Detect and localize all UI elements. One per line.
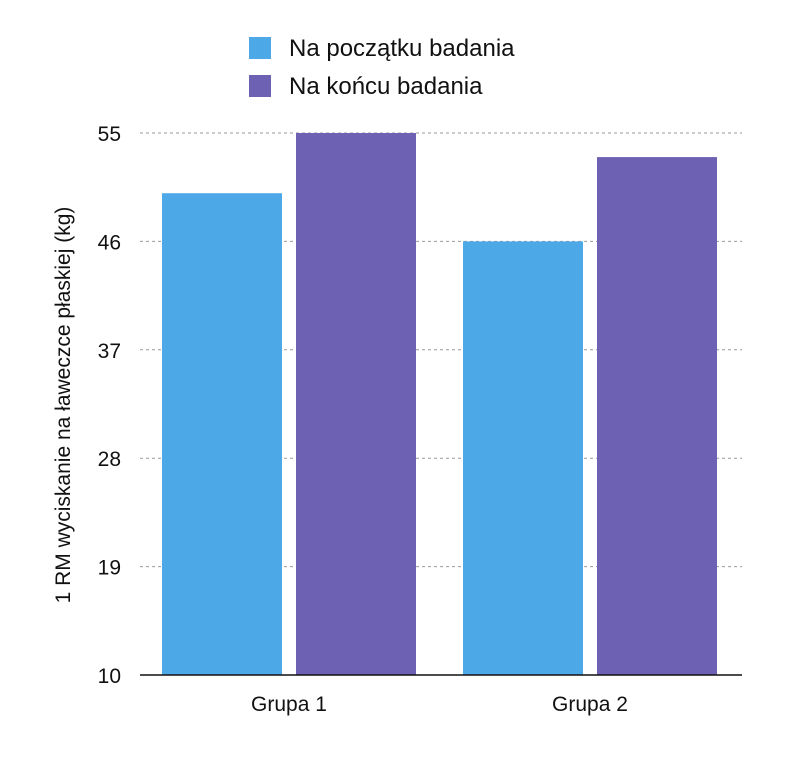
bar-2-1 [463, 241, 583, 675]
y-tick-label: 19 [98, 557, 121, 580]
legend-label: Na końcu badania [289, 73, 483, 100]
y-tick-label: 37 [98, 340, 121, 363]
y-tick-label: 28 [98, 448, 121, 471]
y-axis-title: 1 RM wyciskanie na ławeczce płaskiej (kg… [52, 207, 75, 604]
bar-2-2 [597, 157, 717, 676]
y-tick-labels: 10 19 28 37 46 55 [98, 123, 121, 688]
y-tick-label: 10 [98, 665, 121, 688]
legend-label: Na początku badania [289, 35, 515, 62]
x-category-labels: Grupa 1 Grupa 2 [251, 693, 628, 716]
y-tick-label: 55 [98, 123, 121, 146]
x-category-label: Grupa 2 [552, 693, 628, 716]
legend-swatch [249, 75, 271, 97]
legend-swatch [249, 37, 271, 59]
bar-1-2 [296, 133, 416, 675]
y-tick-label: 46 [98, 231, 121, 254]
bar-1-1 [162, 193, 282, 675]
legend: Na początku badania Na końcu badania [249, 35, 515, 100]
bars [162, 133, 717, 676]
x-category-label: Grupa 1 [251, 693, 327, 716]
gridlines [140, 132, 742, 568]
